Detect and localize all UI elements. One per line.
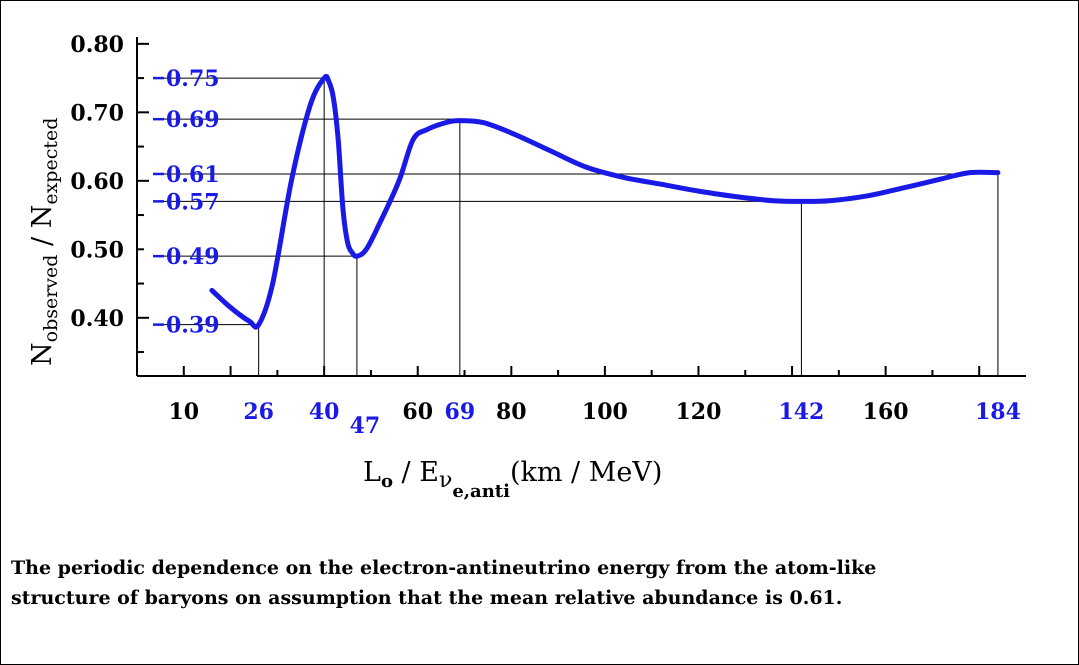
y-highlight-label: 0.75 <box>166 66 220 92</box>
caption-line-1: The periodic dependence on the electron-… <box>11 557 877 579</box>
y-highlight-label: 0.57 <box>166 189 220 215</box>
xlabel-nu: ν <box>439 468 452 493</box>
chart: 10 60 80 100 120 160 0.40 0.50 0.60 0.70 0.80 26 40 4… <box>27 32 1026 502</box>
x-tick-label: 160 <box>863 399 909 425</box>
x-highlight-label: 69 <box>445 399 476 425</box>
y-tick-label: 0.50 <box>70 237 124 263</box>
y-highlight-label: 0.61 <box>166 162 220 188</box>
y-tick-label: 0.40 <box>70 306 124 332</box>
caption-line-2: structure of baryons on assumption that … <box>11 587 843 609</box>
guide-lines <box>153 77 999 376</box>
xlabel-sub-o: o <box>381 471 393 492</box>
x-tick-label: 100 <box>582 399 628 425</box>
data-curve <box>209 73 1001 330</box>
y-tick-label: 0.60 <box>70 169 124 195</box>
tick-labels: 10 60 80 100 120 160 0.40 0.50 0.60 0.70 0.80 26 40 4… <box>70 32 1020 439</box>
y-tick-label: 0.80 <box>70 32 124 58</box>
x-tick-label: 80 <box>496 399 527 425</box>
xlabel-separator: / E <box>393 457 439 488</box>
xlabel-sub-e-anti: e,anti <box>452 481 510 502</box>
xlabel-unit: (km / MeV) <box>510 457 662 488</box>
x-tick-label: 60 <box>402 399 433 425</box>
y-highlight-label: 0.49 <box>166 244 220 270</box>
curve-layer <box>209 73 1001 330</box>
y-axis-label: Nobserved / Nexpected <box>27 118 62 366</box>
x-highlight-label: 40 <box>309 399 340 425</box>
x-tick-label: 10 <box>168 399 199 425</box>
figure-caption: The periodic dependence on the electron-… <box>11 553 1071 613</box>
y-highlight-label: 0.39 <box>166 313 220 339</box>
ylabel-sub-expected: expected <box>40 118 62 205</box>
x-highlight-label: 184 <box>975 399 1021 425</box>
x-tick-label: 120 <box>676 399 722 425</box>
ylabel-sub-observed: observed <box>40 255 62 343</box>
ylabel-main: N <box>27 342 58 366</box>
xlabel-L: L <box>363 457 381 488</box>
x-highlight-label: 142 <box>778 399 824 425</box>
axes <box>136 37 1026 377</box>
y-tick-label: 0.70 <box>70 100 124 126</box>
x-highlight-label: 26 <box>243 399 274 425</box>
y-highlight-label: 0.69 <box>166 107 220 133</box>
ylabel-separator: / N <box>27 205 58 255</box>
x-axis-label: Lo / Eνe,anti(km / MeV) <box>363 457 662 502</box>
x-highlight-label: 47 <box>350 413 381 439</box>
